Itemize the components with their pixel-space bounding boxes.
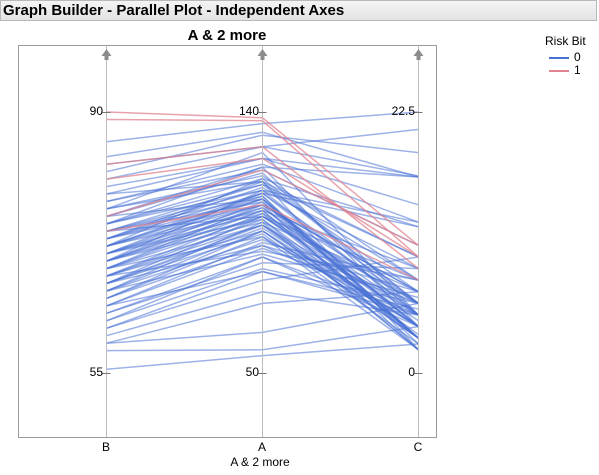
legend-swatch-0	[549, 57, 569, 59]
up-arrow-icon[interactable]	[257, 49, 268, 60]
up-arrow-icon[interactable]	[413, 49, 424, 60]
legend-label-1: 1	[574, 63, 581, 77]
axis-label-a-max: 140	[238, 104, 259, 118]
legend-label-0: 0	[574, 50, 581, 64]
legend-swatch-1	[549, 70, 569, 72]
legend-title: Risk Bit	[545, 34, 586, 48]
axis-label-c-max: 22.5	[391, 104, 415, 118]
x-axis-title: A & 2 more	[230, 455, 290, 469]
plot-title: A & 2 more	[187, 27, 267, 44]
legend[interactable]: Risk Bit 0 1	[545, 34, 586, 77]
window-title: Graph Builder - Parallel Plot - Independ…	[3, 2, 345, 19]
x-category-label-c: C	[413, 440, 423, 454]
axis-label-a-min: 50	[245, 365, 259, 379]
axis-label-b-max: 90	[89, 104, 103, 118]
window-title-bar[interactable]: Graph Builder - Parallel Plot - Independ…	[0, 0, 597, 21]
legend-item-1[interactable]: 1	[545, 63, 586, 77]
axis-label-b-min: 55	[89, 365, 103, 379]
legend-item-0[interactable]: 0	[545, 50, 586, 64]
x-category-label-b: B	[101, 440, 110, 454]
axis-label-c-min: 0	[408, 365, 415, 379]
up-arrow-icon[interactable]	[101, 49, 112, 60]
x-category-label-a: A	[257, 440, 266, 454]
